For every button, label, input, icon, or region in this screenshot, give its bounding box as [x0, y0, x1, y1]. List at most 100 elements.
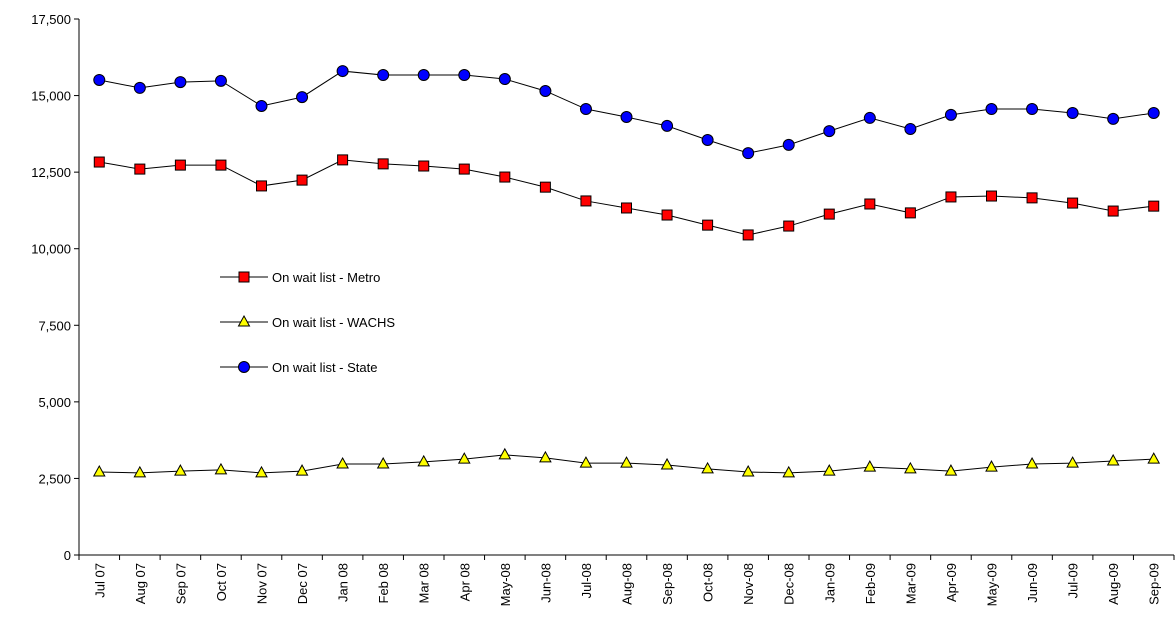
marker — [1107, 112, 1120, 125]
marker — [741, 464, 755, 477]
x-tick-label: Mar-09 — [903, 563, 918, 604]
x-tick-label: Feb-09 — [863, 563, 878, 604]
x-tick-label: Sep-09 — [1147, 563, 1162, 605]
marker — [458, 69, 471, 82]
marker — [904, 122, 917, 135]
marker — [238, 361, 250, 373]
marker — [1066, 107, 1079, 120]
x-tick-label: Jan-09 — [822, 563, 837, 603]
series — [93, 65, 1160, 160]
legend-item: On wait list - Metro — [220, 270, 380, 285]
marker — [174, 464, 187, 476]
marker — [539, 181, 551, 193]
y-tick-label: 17,500 — [31, 12, 71, 27]
marker — [864, 198, 876, 210]
x-tick-label: Nov-08 — [741, 563, 756, 605]
marker — [782, 465, 796, 478]
marker — [458, 163, 470, 175]
x-tick-label: Jan 08 — [336, 563, 351, 602]
marker — [1026, 192, 1038, 204]
marker — [377, 69, 390, 82]
marker — [539, 450, 552, 463]
marker — [93, 73, 106, 86]
series — [93, 154, 1160, 241]
x-tick-label: May-08 — [498, 563, 513, 606]
marker — [822, 464, 836, 476]
marker — [1025, 456, 1039, 469]
legend-label: On wait list - State — [272, 360, 377, 375]
x-tick-label: Jun-09 — [1025, 563, 1040, 603]
marker — [620, 111, 633, 124]
x-tick-label: Jul-08 — [579, 563, 594, 598]
series — [92, 447, 1161, 478]
marker — [457, 452, 471, 464]
marker — [1147, 107, 1160, 120]
marker — [945, 191, 957, 203]
marker — [986, 190, 997, 202]
marker — [944, 464, 958, 476]
marker — [214, 74, 227, 87]
x-tick-label: Apr-09 — [944, 563, 959, 602]
marker — [863, 111, 876, 124]
x-tick-label: Dec-08 — [782, 563, 797, 605]
x-tick-label: Nov 07 — [255, 563, 270, 604]
marker — [701, 133, 714, 146]
marker — [255, 99, 268, 112]
marker — [498, 447, 512, 460]
marker — [985, 460, 998, 472]
marker — [782, 138, 795, 151]
marker — [985, 103, 998, 116]
marker — [944, 108, 957, 121]
marker — [742, 147, 755, 160]
marker — [701, 461, 714, 474]
marker — [255, 465, 268, 478]
y-tick-label: 5,000 — [38, 395, 71, 410]
x-tick-label: Jun-08 — [538, 563, 553, 603]
marker — [580, 195, 592, 207]
marker — [93, 156, 105, 168]
marker — [336, 456, 349, 469]
marker — [174, 76, 187, 89]
marker — [621, 202, 632, 214]
marker — [133, 465, 147, 478]
marker — [296, 91, 309, 104]
marker — [1148, 200, 1160, 212]
marker — [498, 73, 511, 86]
marker — [296, 174, 308, 186]
marker — [661, 119, 674, 132]
x-tick-label: Jul 07 — [92, 563, 107, 598]
x-tick-label: Aug 07 — [133, 563, 148, 604]
x-tick-label: Oct 07 — [214, 563, 229, 601]
marker — [661, 209, 673, 221]
marker — [499, 171, 511, 183]
x-tick-label: Aug-08 — [620, 563, 635, 605]
legend-label: On wait list - WACHS — [272, 315, 395, 330]
marker — [238, 271, 250, 283]
y-tick-label: 0 — [64, 548, 71, 563]
marker — [134, 163, 146, 175]
marker — [823, 208, 835, 220]
y-tick-label: 7,500 — [38, 318, 71, 333]
marker — [702, 219, 714, 231]
marker — [660, 457, 674, 470]
legend-label: On wait list - Metro — [272, 270, 380, 285]
marker — [1107, 205, 1119, 217]
marker — [1106, 453, 1120, 466]
marker — [376, 456, 390, 469]
x-tick-label: Oct-08 — [701, 563, 716, 602]
marker — [783, 220, 795, 232]
marker — [539, 84, 552, 97]
y-tick-label: 15,000 — [31, 89, 71, 104]
marker — [904, 207, 916, 219]
marker — [174, 159, 186, 171]
marker — [863, 460, 877, 472]
marker — [579, 103, 592, 116]
marker — [1026, 103, 1039, 116]
marker — [417, 454, 431, 467]
y-tick-label: 2,500 — [38, 471, 71, 486]
x-tick-label: Sep-08 — [660, 563, 675, 605]
marker — [256, 180, 267, 192]
x-tick-label: Mar 08 — [417, 563, 432, 603]
y-tick-label: 10,000 — [31, 242, 71, 257]
